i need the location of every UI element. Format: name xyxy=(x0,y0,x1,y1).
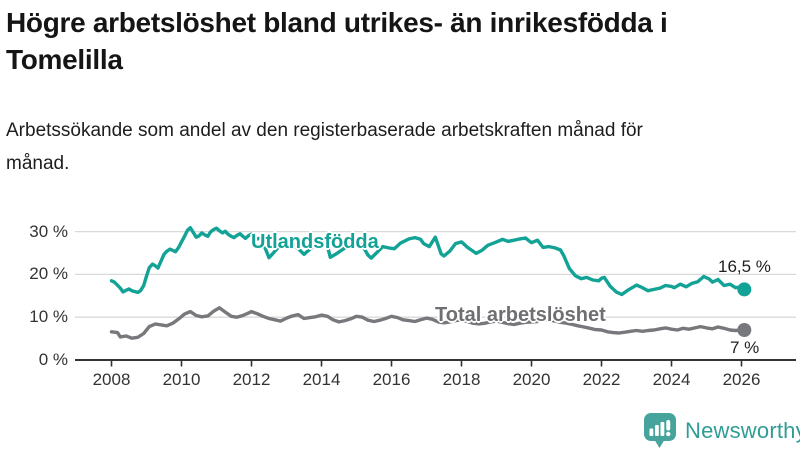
page-subtitle: Arbetssökande som andel av den registerb… xyxy=(6,120,643,175)
series-end-dot-1 xyxy=(737,323,752,337)
x-tick-label: 2022 xyxy=(582,370,621,389)
x-tick-label: 2020 xyxy=(512,370,551,389)
series-end-dot-0 xyxy=(737,282,752,297)
newsworthy-logo-icon xyxy=(644,413,676,448)
series-label-total-arbetsloshet: Total arbetslöshet xyxy=(435,304,606,326)
series-label-utlandsfodda: Utlandsfödda xyxy=(251,231,379,253)
x-tick-label: 2026 xyxy=(722,370,761,389)
x-tick-label: 2010 xyxy=(162,370,201,389)
x-tick-label: 2008 xyxy=(92,370,131,389)
x-tick-label: 2024 xyxy=(652,370,691,389)
series-line-1 xyxy=(109,306,746,340)
brand-footer: Newsworthy xyxy=(644,413,800,449)
x-tick-label: 2012 xyxy=(232,370,271,389)
end-value-label-utlandsfodda: 16,5 % xyxy=(718,257,771,276)
end-value-label-total: 7 % xyxy=(730,338,760,357)
y-tick-label: 0 % xyxy=(38,350,68,369)
x-tick-label: 2018 xyxy=(442,370,481,389)
x-tick-label: 2016 xyxy=(372,370,411,389)
y-tick-label: 20 % xyxy=(29,264,68,284)
x-tick-label: 2014 xyxy=(302,370,341,389)
series-line-0 xyxy=(109,225,746,297)
y-tick-label: 10 % xyxy=(29,307,68,327)
brand-name: Newsworthy xyxy=(685,418,800,443)
page-title: Högre arbetslöshet bland utrikes- än inr… xyxy=(6,7,668,76)
y-tick-label: 30 % xyxy=(29,221,68,241)
